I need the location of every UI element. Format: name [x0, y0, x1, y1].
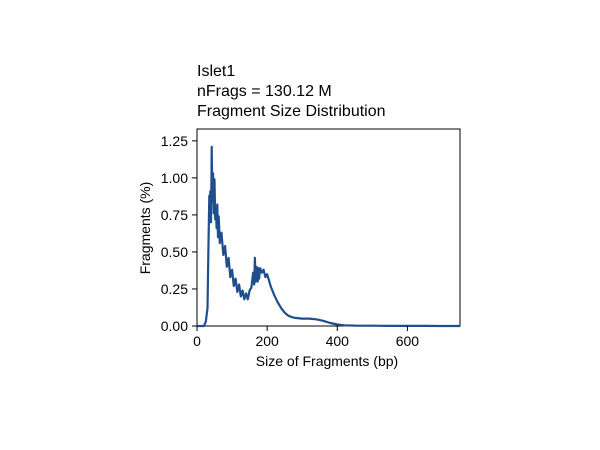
y-tick-label-1: 0.25	[161, 281, 188, 297]
chart-title-line-2: nFrags = 130.12 M	[197, 83, 332, 100]
y-tick-label-2: 0.50	[161, 244, 188, 260]
x-tick-label-2: 400	[326, 333, 350, 349]
y-tick-label-4: 1.00	[161, 170, 188, 186]
plot-area: 0 200 400 600 0.00 0.25 0.50 0.75 1.00 1.25	[161, 128, 461, 349]
series-line-0	[197, 145, 460, 328]
y-tick-label-3: 0.75	[161, 207, 188, 223]
y-tick-label-5: 1.25	[161, 133, 188, 149]
y-axis-label: Fragments (%)	[137, 182, 153, 275]
x-tick-label-3: 600	[396, 333, 420, 349]
x-tick-label-0: 0	[193, 333, 201, 349]
chart-title-line-1: Islet1	[197, 63, 236, 80]
chart-title-line-3: Fragment Size Distribution	[197, 103, 386, 120]
plot-frame	[196, 128, 461, 327]
y-tick-label-0: 0.00	[161, 318, 188, 334]
x-axis-label: Size of Fragments (bp)	[256, 353, 398, 369]
x-tick-label-1: 200	[255, 333, 279, 349]
